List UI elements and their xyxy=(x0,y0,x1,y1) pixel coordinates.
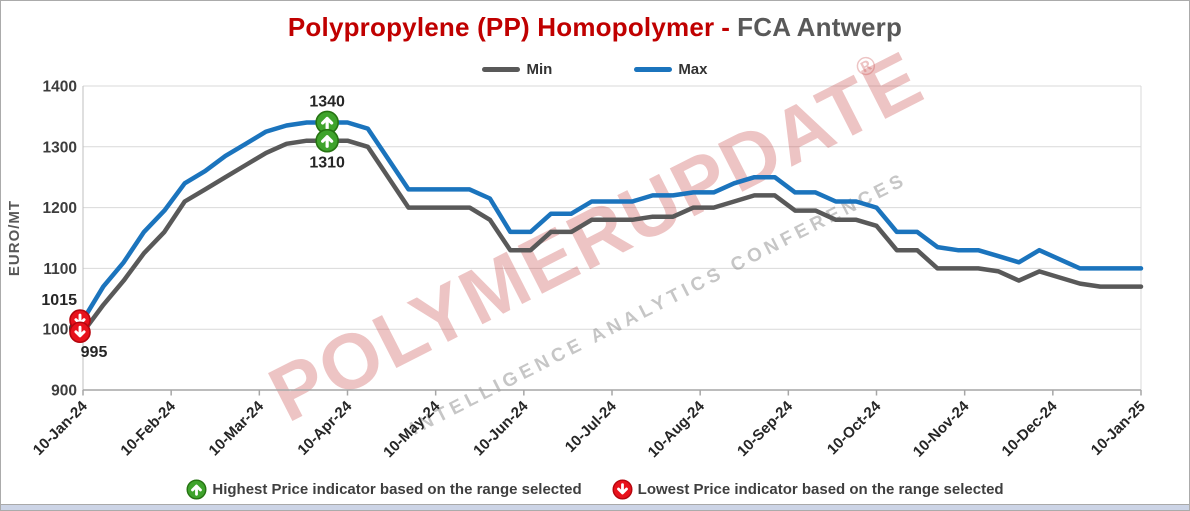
up-arrow-circle-icon xyxy=(186,479,207,500)
highest-max-value-label: 1340 xyxy=(309,93,345,110)
lowest-price-marker-min xyxy=(69,321,91,344)
x-tick-label-10-Oct-24: 10-Oct-24 xyxy=(824,397,885,458)
y-tick-label-1000: 1000 xyxy=(43,322,77,339)
chart-title-product: Polypropylene (PP) Homopolymer xyxy=(287,12,715,42)
highest-min-value-label: 1310 xyxy=(309,155,345,172)
y-tick-label-1400: 1400 xyxy=(43,79,77,96)
x-tick-label-10-Sep-24: 10-Sep-24 xyxy=(734,397,797,460)
x-tick-label-10-Feb-24: 10-Feb-24 xyxy=(117,397,179,459)
lowest-min-value-label: 995 xyxy=(81,344,108,361)
indicator-legend: Highest Price indicator based on the ran… xyxy=(1,479,1189,500)
x-tick-label-10-Jan-25: 10-Jan-25 xyxy=(1088,398,1149,459)
highest-price-marker-max xyxy=(315,110,339,135)
legend-item-max: Max xyxy=(634,61,708,78)
highest-indicator-legend: Highest Price indicator based on the ran… xyxy=(186,479,582,500)
watermark-brand-text: POLYMERUPDATE xyxy=(256,33,937,438)
chart-title-location: FCA Antwerp xyxy=(737,12,903,42)
x-tick-label-10-Jul-24: 10-Jul-24 xyxy=(562,397,620,455)
chart-title: Polypropylene (PP) Homopolymer - FCA Antwe… xyxy=(1,12,1189,43)
x-tick-label-10-Aug-24: 10-Aug-24 xyxy=(645,397,709,461)
lowest-max-value-label: 1015 xyxy=(41,292,77,309)
highest-indicator-label: Highest Price indicator based on the ran… xyxy=(212,481,582,498)
x-tick-label-10-Jan-24: 10-Jan-24 xyxy=(30,397,91,458)
title-separator: - xyxy=(721,12,731,42)
y-tick-label-900: 900 xyxy=(51,383,77,400)
y-axis-title: EURO/MT xyxy=(6,200,23,276)
max-line-swatch xyxy=(634,67,673,72)
y-tick-label-1100: 1100 xyxy=(43,261,77,278)
bottom-strip xyxy=(1,504,1189,510)
max-price-line xyxy=(80,120,1144,323)
y-tick-label-1200: 1200 xyxy=(43,200,77,217)
chart-legend: Min Max xyxy=(1,61,1189,78)
legend-item-min: Min xyxy=(482,61,552,78)
lowest-indicator-label: Lowest Price indicator based on the rang… xyxy=(637,481,1004,498)
legend-label-max: Max xyxy=(678,61,708,78)
down-arrow-circle-icon xyxy=(612,479,633,500)
lowest-indicator-legend: Lowest Price indicator based on the rang… xyxy=(612,479,1004,500)
x-tick-label-10-Dec-24: 10-Dec-24 xyxy=(999,397,1062,460)
min-price-line xyxy=(80,138,1144,335)
legend-label-min: Min xyxy=(526,61,553,78)
min-line-swatch xyxy=(482,67,521,72)
y-tick-label-1300: 1300 xyxy=(43,139,77,156)
x-tick-label-10-Mar-24: 10-Mar-24 xyxy=(206,397,268,459)
highest-price-marker-min xyxy=(315,128,339,153)
x-tick-label-10-Nov-24: 10-Nov-24 xyxy=(910,397,973,460)
